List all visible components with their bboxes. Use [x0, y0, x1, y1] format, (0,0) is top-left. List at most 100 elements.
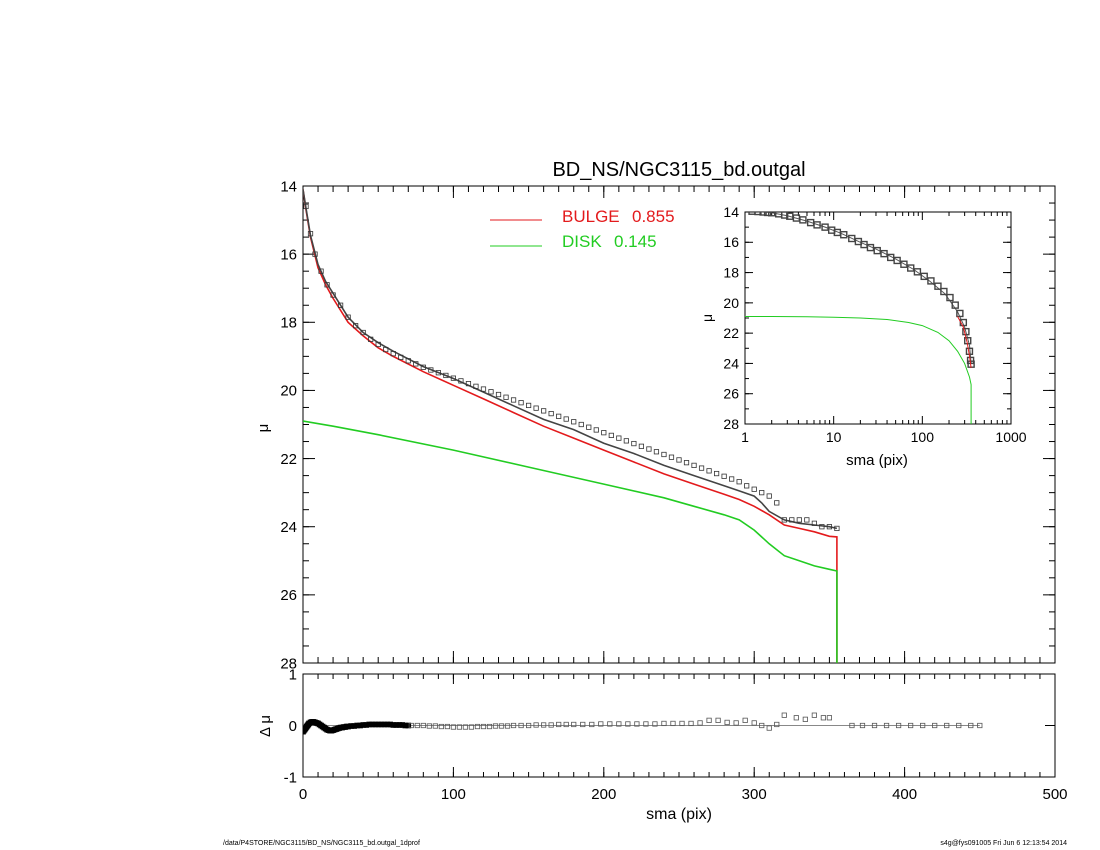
series-2-point: [932, 722, 938, 729]
series-0-line: [755, 212, 972, 364]
series-2-point: [408, 722, 414, 729]
series-2-point: [826, 715, 833, 721]
series-2-line: [957, 316, 972, 369]
series-3-point: [646, 446, 652, 452]
series-1-point: [748, 212, 756, 215]
inset-plot: 1 10 100 1000 14 16 18 20 22 24 26 28: [723, 204, 1026, 445]
footer-path: /data/P4STORE/NGC3115/BD_NS/NGC3115_bd.o…: [223, 840, 420, 847]
series-2-point: [977, 722, 983, 729]
series-2-point: [474, 723, 481, 730]
legend-disk-value: 0.145: [614, 232, 657, 251]
series-1-point: [880, 249, 888, 258]
series-3-point: [526, 402, 532, 409]
series-2-point: [571, 721, 577, 728]
series-3-point: [714, 470, 720, 477]
y-tick-label: 20: [280, 383, 297, 400]
series-2-point: [510, 722, 517, 729]
series-1-point: [946, 293, 954, 302]
series-2-point: [563, 721, 569, 728]
disk-line: [303, 420, 838, 663]
x-tick-label: 1000: [995, 429, 1026, 445]
series-1-point: [754, 212, 762, 216]
series-2-point: [492, 723, 499, 729]
inset-ylabel: μ: [699, 314, 715, 322]
series-2-point: [871, 722, 878, 729]
residual-plot: 0 100 200 300 400 500-101: [284, 666, 1068, 803]
series-2-point: [661, 720, 667, 727]
series-3-point: [751, 486, 757, 492]
series-3-point: [789, 517, 795, 523]
series-2-point: [616, 721, 622, 727]
series-3-point: [556, 413, 562, 419]
series-2-point: [652, 721, 658, 727]
x-tick-label: 1: [741, 429, 749, 445]
y-tick-label: 16: [280, 246, 297, 263]
series-2-point: [541, 722, 547, 728]
series-2-point: [607, 721, 613, 727]
series-2-point: [414, 722, 420, 729]
series-3-point: [383, 346, 389, 353]
series-3-point: [495, 391, 502, 398]
y-tick-label: 20: [723, 295, 739, 311]
series-1-point: [956, 309, 964, 318]
series-2-point: [456, 724, 463, 730]
series-3-point: [390, 351, 396, 357]
series-2-point: [438, 723, 444, 730]
series-3-point: [593, 427, 599, 433]
series-3-point: [458, 378, 464, 384]
series-2-point: [751, 720, 757, 726]
series-3-point: [661, 451, 667, 458]
series-3-point: [638, 443, 645, 449]
series-3-point: [533, 405, 539, 411]
series-3-point: [368, 336, 374, 342]
series-1-point: [767, 212, 776, 217]
series-2-point: [670, 720, 676, 727]
footer-timestamp: s4g@fys091005 Fri Jun 6 12:13:54 2014: [940, 840, 1067, 847]
series-1-point: [813, 221, 821, 229]
series-2-point: [849, 722, 855, 729]
series-3-point: [698, 465, 705, 471]
series-2-point: [811, 712, 817, 718]
series-3-point: [796, 517, 802, 523]
x-tick-label: 300: [742, 786, 767, 803]
series-3-point: [834, 525, 840, 532]
series-1-point: [840, 231, 848, 239]
series-3-point: [324, 282, 330, 288]
series-3-point: [435, 370, 441, 376]
legend-bulge-label: BULGE: [562, 207, 620, 226]
x-tick-label: 500: [1042, 786, 1067, 803]
legend: BULGE 0.855 DISK 0.145: [490, 207, 675, 251]
series-2-point: [956, 722, 962, 729]
y-tick-label: 24: [280, 519, 297, 536]
series-2-point: [468, 724, 475, 730]
y-tick-label: 22: [723, 325, 739, 341]
legend-disk-label: DISK: [562, 232, 602, 251]
series-2-point: [634, 721, 640, 727]
series-3-point: [563, 416, 569, 422]
series-2-point: [793, 715, 799, 721]
series-2-point: [462, 724, 469, 730]
series-3-point: [398, 354, 404, 360]
series-3-point: [781, 517, 787, 523]
series-2-point: [802, 716, 808, 722]
series-2-point: [548, 722, 554, 728]
series-3-point: [683, 460, 690, 466]
series-2-point: [920, 722, 926, 729]
series-2-point: [432, 723, 438, 729]
series-1-point: [913, 268, 922, 276]
y-tick-label: 22: [280, 451, 297, 468]
series-2-point: [504, 723, 511, 729]
series-1-point: [962, 327, 970, 336]
series-2-point: [944, 722, 950, 729]
series-1-point: [873, 246, 881, 255]
series-3-point: [465, 381, 472, 387]
main-title: BD_NS/NGC3115_bd.outgal: [552, 159, 805, 181]
series-3-point: [623, 438, 629, 444]
series-2-point: [706, 717, 712, 723]
series-2-point: [688, 720, 694, 727]
series-3-point: [729, 476, 735, 482]
series-2-point: [968, 722, 974, 729]
series-3-point: [518, 400, 524, 406]
y-tick-label: 24: [723, 355, 739, 371]
